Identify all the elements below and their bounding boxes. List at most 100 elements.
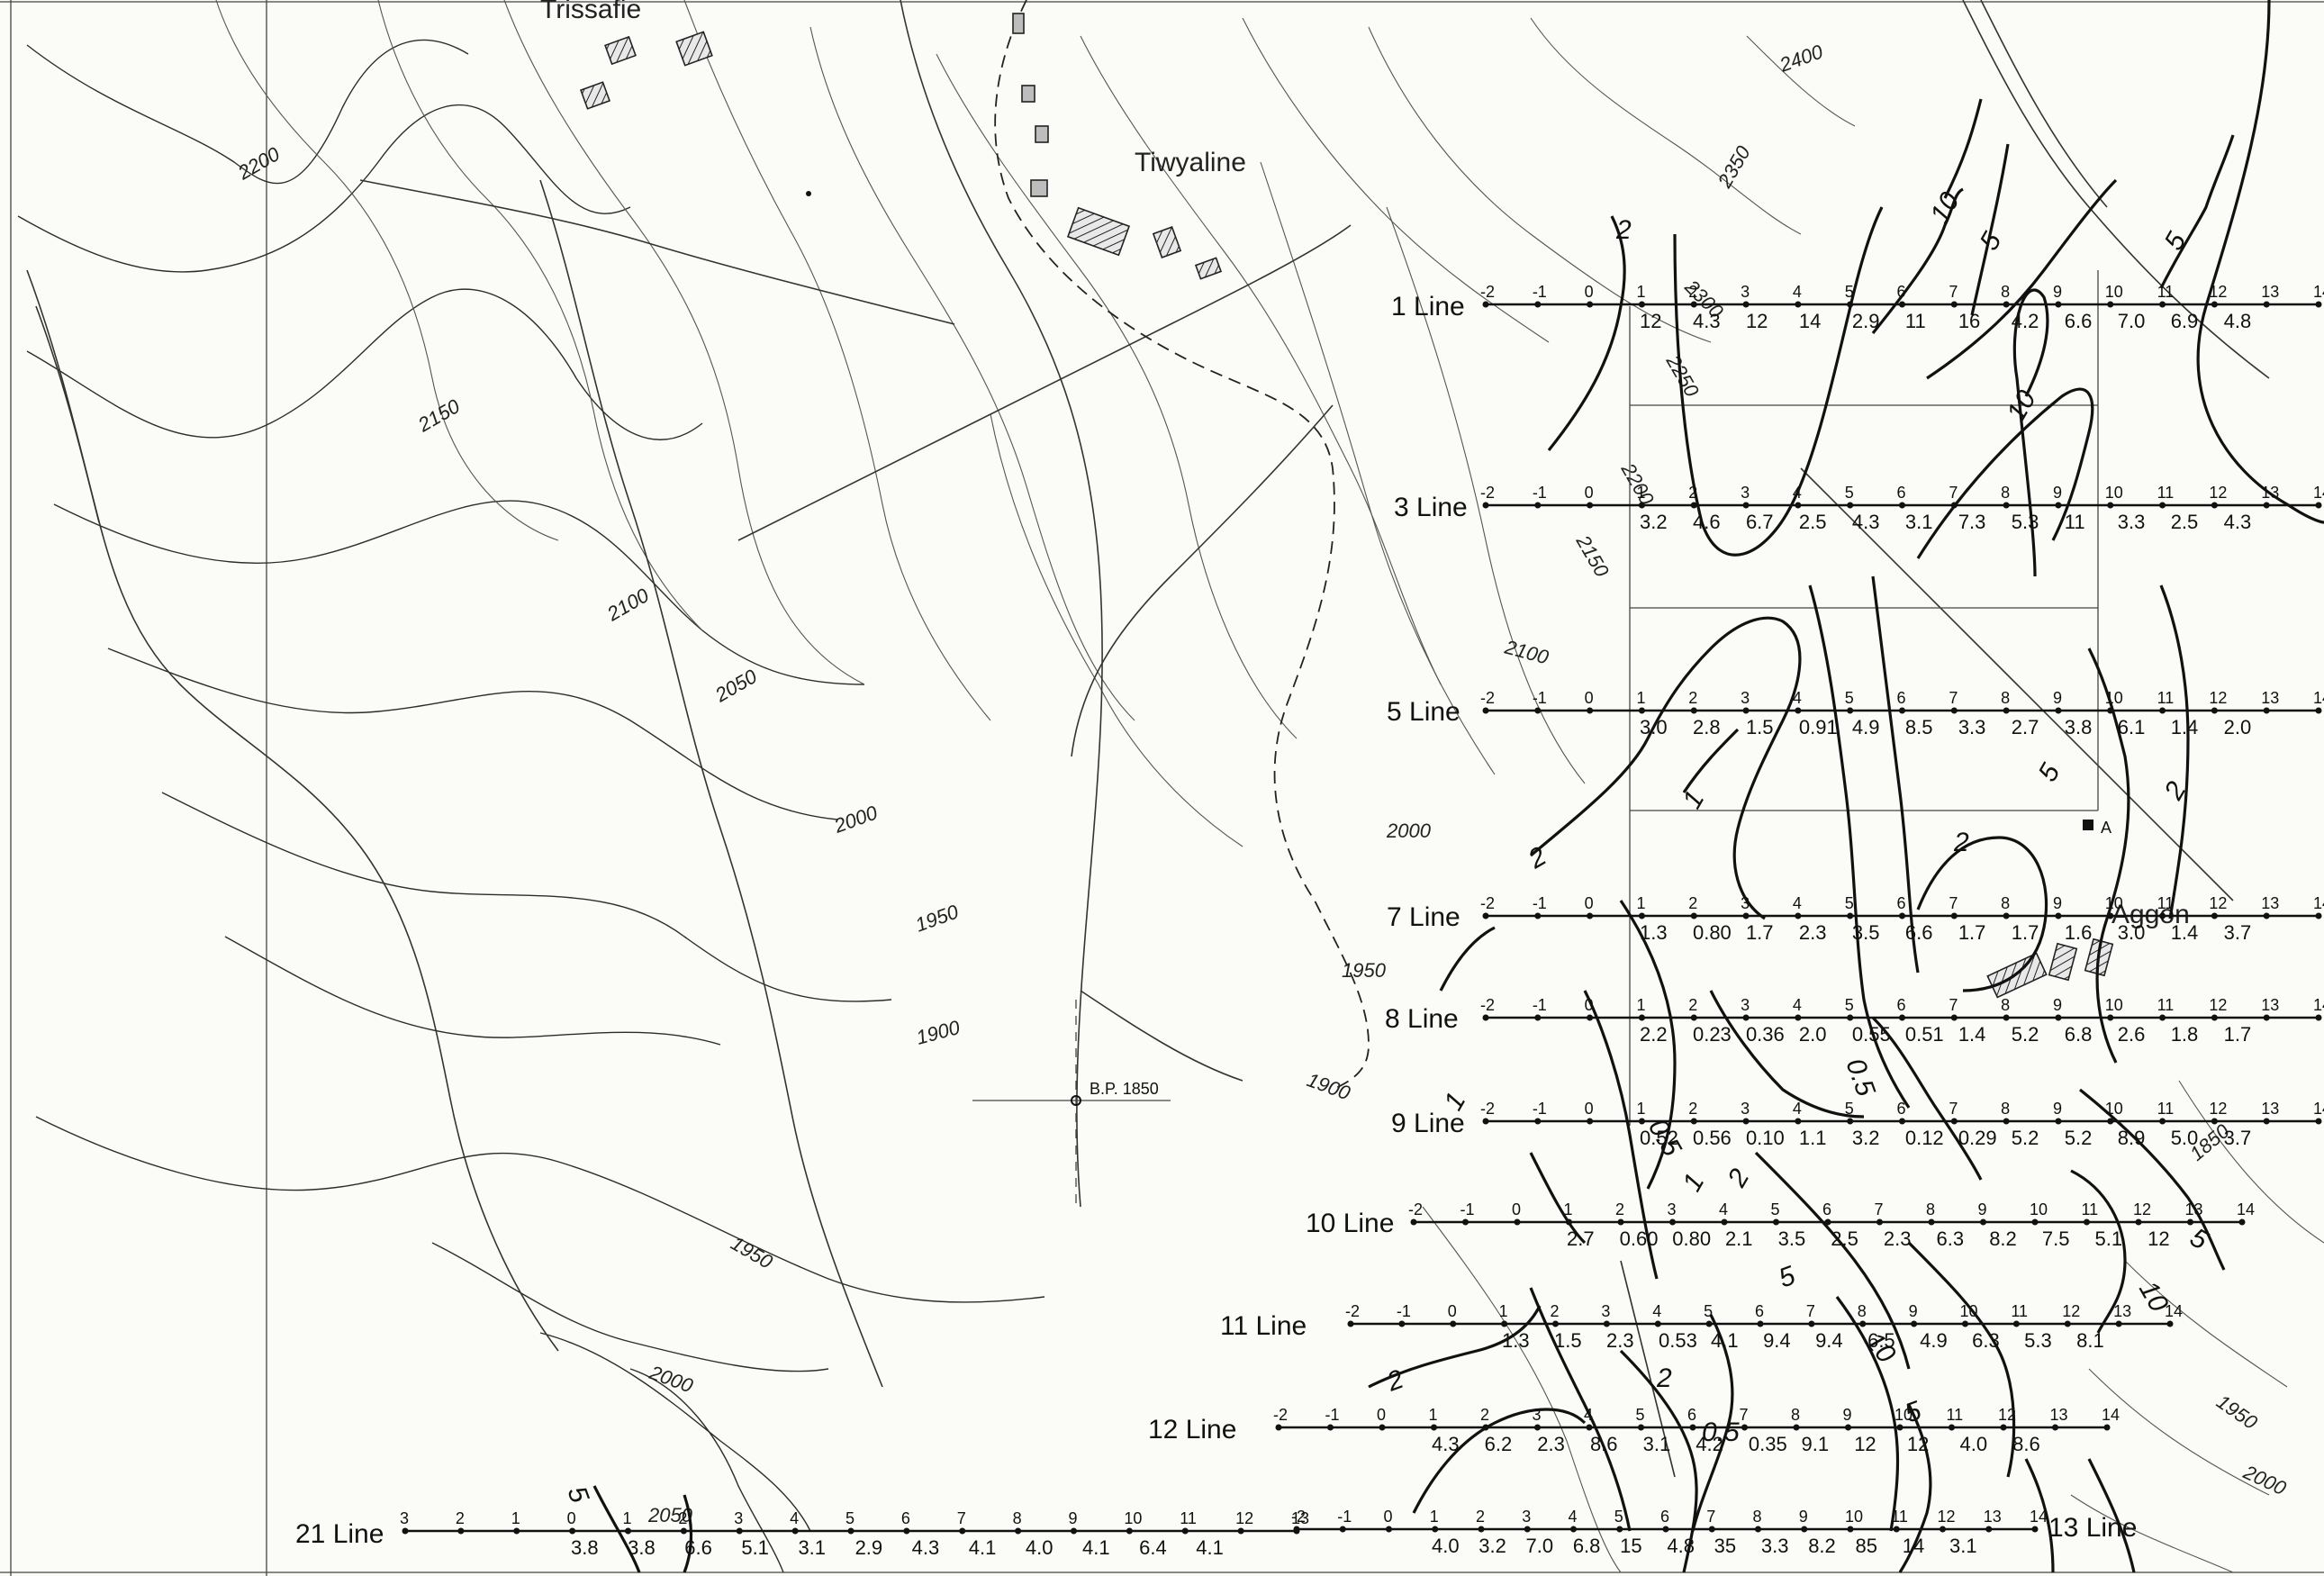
marker-a-square xyxy=(2083,820,2093,830)
station-point xyxy=(1638,1014,1645,1021)
station-point xyxy=(2031,1526,2039,1533)
station-number: 9 xyxy=(1069,1509,1078,1527)
survey-line-label: 1 Line xyxy=(1391,292,1465,322)
station-number: 4 xyxy=(1652,1302,1661,1320)
station-point xyxy=(1808,1320,1815,1327)
isoline-label: 0.5 xyxy=(1702,1417,1740,1447)
station-number: 7 xyxy=(1949,996,1958,1014)
station-point xyxy=(1950,912,1958,919)
station-point xyxy=(402,1527,409,1535)
station-number: 14 xyxy=(2313,689,2324,707)
station-point xyxy=(1638,1424,1644,1431)
station-number: 6 xyxy=(1897,283,1906,301)
measured-value: 35 xyxy=(1714,1535,1736,1557)
measured-value: 4.2 xyxy=(1696,1433,1723,1455)
measured-value: 5.1 xyxy=(741,1536,769,1559)
measured-value: 2.0 xyxy=(2224,716,2252,738)
measured-value: 2.5 xyxy=(2171,511,2199,533)
measured-value: 16 xyxy=(1958,310,1980,332)
elevation-labels: 2200 2150 2100 2050 2000 1950 1900 1950 … xyxy=(233,40,2290,1526)
station-point xyxy=(791,1527,799,1535)
station-point xyxy=(1638,1118,1645,1125)
station-number: -2 xyxy=(1273,1406,1288,1424)
survey-line-label: 9 Line xyxy=(1391,1109,1465,1138)
station-point xyxy=(2315,707,2322,714)
station-number: 3 xyxy=(1522,1508,1531,1526)
station-point xyxy=(1742,1014,1750,1021)
station-point xyxy=(1570,1526,1577,1533)
station-point xyxy=(1534,301,1542,308)
station-number: 8 xyxy=(1753,1508,1762,1526)
station-point xyxy=(1398,1320,1406,1327)
station-number: 4 xyxy=(1793,484,1802,502)
station-point xyxy=(1950,707,1958,714)
measured-value: 8.1 xyxy=(2076,1329,2104,1352)
station-number: 1 xyxy=(1564,1200,1573,1218)
contour-label: 2000 xyxy=(2239,1460,2291,1499)
station-point xyxy=(1893,1526,1900,1533)
station-point xyxy=(2211,301,2218,308)
measured-value: 8.9 xyxy=(2118,1127,2146,1149)
station-number: 5 xyxy=(846,1509,855,1527)
measured-value: 3.8 xyxy=(2065,716,2093,738)
station-number: 6 xyxy=(1897,1100,1906,1118)
building-icon xyxy=(2048,942,2078,982)
station-number: 8 xyxy=(2001,996,2010,1014)
station-point xyxy=(2211,1014,2218,1021)
station-number: 7 xyxy=(957,1509,966,1527)
station-point xyxy=(2055,301,2062,308)
station-number: 3 xyxy=(1601,1302,1610,1320)
station-number: -1 xyxy=(1337,1508,1352,1526)
station-number: 1 xyxy=(1636,1100,1645,1118)
measured-value: 1.4 xyxy=(1958,1023,1986,1046)
station-point xyxy=(2000,1424,2007,1431)
measured-value: 6.8 xyxy=(1573,1535,1601,1557)
survey-line-label: 11 Line xyxy=(1220,1311,1307,1341)
station-point xyxy=(1587,707,1594,714)
measured-value: 0.60 xyxy=(1620,1227,1659,1250)
measured-value: 4.8 xyxy=(2224,310,2252,332)
contour-label: 2400 xyxy=(1776,40,1826,77)
station-point xyxy=(1587,1014,1594,1021)
station-number: 0 xyxy=(1585,689,1594,707)
station-point xyxy=(2315,301,2322,308)
station-point xyxy=(1847,707,1854,714)
measured-value: 3.2 xyxy=(1478,1535,1506,1557)
measured-value: 0.80 xyxy=(1672,1227,1711,1250)
station-point xyxy=(1793,1424,1800,1431)
measured-value: 1.4 xyxy=(2171,921,2199,944)
station-point xyxy=(2159,502,2166,509)
station-point xyxy=(2064,1320,2071,1327)
station-number: 5 xyxy=(1845,484,1854,502)
station-number: 11 xyxy=(2157,894,2175,912)
station-number: 5 xyxy=(1845,689,1854,707)
station-number: 3 xyxy=(1741,484,1750,502)
measured-value: 6.3 xyxy=(1972,1329,2000,1352)
contour-label: 2050 xyxy=(710,665,761,707)
isoline-label: 2 xyxy=(1953,828,1969,857)
station-number: 6 xyxy=(901,1509,910,1527)
survey-line-label: 5 Line xyxy=(1387,697,1460,727)
measured-value: 1.7 xyxy=(2012,921,2039,944)
station-point xyxy=(2263,707,2270,714)
measured-value: 0.51 xyxy=(1905,1023,1944,1046)
station-number: 11 xyxy=(1947,1406,1964,1424)
measured-value: 1.7 xyxy=(1746,921,1774,944)
station-number: 14 xyxy=(2030,1508,2048,1526)
station-number: 10 xyxy=(2105,283,2123,301)
station-number: 8 xyxy=(1858,1302,1867,1320)
measured-value: 5.3 xyxy=(2024,1329,2052,1352)
station-point xyxy=(1690,1118,1697,1125)
station-number: 9 xyxy=(1909,1302,1918,1320)
measured-value: 4.3 xyxy=(1432,1433,1460,1455)
station-point xyxy=(2055,707,2062,714)
measured-value: 3.8 xyxy=(571,1536,599,1559)
station-point xyxy=(1534,502,1542,509)
station-point xyxy=(1928,1218,1935,1226)
survey-line-label: 13 Line xyxy=(2048,1513,2137,1543)
station-point xyxy=(1847,1014,1854,1021)
station-number: 8 xyxy=(1926,1200,1935,1218)
station-point xyxy=(1638,502,1645,509)
measured-value: 3.3 xyxy=(1958,716,1986,738)
measured-value: 0.23 xyxy=(1693,1023,1732,1046)
